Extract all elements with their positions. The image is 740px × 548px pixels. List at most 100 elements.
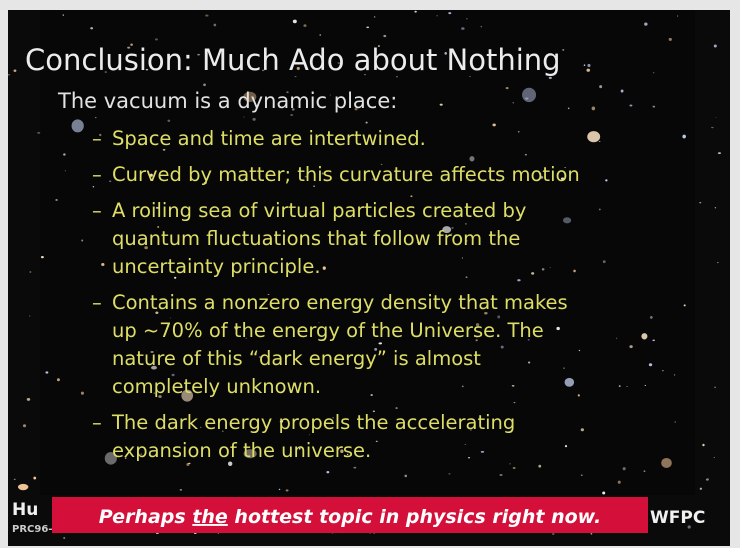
star bbox=[711, 126, 714, 129]
star bbox=[629, 104, 633, 107]
star bbox=[203, 181, 207, 184]
star bbox=[366, 26, 370, 29]
star bbox=[539, 175, 544, 179]
star bbox=[620, 89, 624, 93]
star bbox=[717, 262, 719, 264]
star bbox=[234, 326, 239, 330]
star bbox=[683, 304, 686, 307]
star bbox=[158, 395, 162, 398]
star bbox=[374, 16, 376, 18]
star bbox=[674, 421, 676, 423]
star bbox=[297, 106, 299, 107]
star bbox=[602, 491, 606, 495]
star bbox=[243, 91, 257, 102]
bullet-line: expansion of the universe. bbox=[112, 439, 371, 462]
star bbox=[181, 389, 194, 402]
star bbox=[466, 18, 468, 20]
star bbox=[291, 108, 295, 111]
star bbox=[127, 46, 131, 49]
bullet-line: completely unknown. bbox=[112, 375, 321, 398]
star bbox=[586, 68, 591, 72]
star bbox=[268, 356, 270, 358]
star bbox=[396, 76, 398, 78]
bullet-line: uncertainty principle. bbox=[112, 255, 321, 278]
star bbox=[465, 240, 468, 242]
star bbox=[174, 276, 177, 279]
star bbox=[167, 119, 171, 122]
star bbox=[64, 170, 66, 172]
star bbox=[7, 74, 11, 76]
star bbox=[626, 386, 628, 387]
bullets: – Space and time are intertwined.– Curved … bbox=[92, 127, 580, 462]
star bbox=[353, 466, 357, 469]
star bbox=[171, 373, 175, 377]
star bbox=[40, 255, 44, 259]
star bbox=[563, 307, 565, 309]
star bbox=[205, 14, 209, 17]
star bbox=[451, 226, 454, 230]
star bbox=[293, 384, 296, 387]
bullet-line: up ~70% of the energy of the Universe. T… bbox=[112, 319, 544, 342]
star bbox=[410, 195, 413, 198]
star bbox=[652, 72, 655, 74]
star bbox=[509, 463, 511, 465]
star bbox=[150, 351, 154, 353]
star bbox=[303, 24, 307, 27]
star bbox=[26, 398, 31, 401]
star bbox=[461, 385, 464, 388]
star bbox=[81, 239, 84, 242]
star bbox=[365, 121, 368, 124]
star bbox=[371, 178, 374, 180]
star bbox=[538, 464, 542, 468]
star bbox=[682, 134, 686, 139]
star bbox=[461, 27, 465, 30]
dash: – bbox=[92, 199, 102, 222]
star bbox=[622, 467, 626, 471]
star bbox=[283, 301, 285, 303]
star bbox=[374, 347, 378, 351]
star bbox=[436, 15, 438, 17]
star bbox=[145, 68, 149, 71]
star bbox=[279, 420, 284, 423]
star bbox=[648, 363, 653, 367]
star bbox=[480, 450, 485, 453]
star bbox=[580, 428, 585, 432]
star bbox=[153, 392, 156, 394]
star bbox=[363, 73, 367, 76]
banner-bg bbox=[52, 497, 648, 533]
star bbox=[517, 131, 520, 133]
star bbox=[33, 476, 37, 480]
star bbox=[383, 34, 387, 38]
star bbox=[567, 107, 570, 110]
star bbox=[591, 106, 596, 111]
star bbox=[587, 131, 601, 143]
star bbox=[451, 233, 453, 235]
star bbox=[478, 418, 482, 420]
star bbox=[702, 443, 705, 447]
banner-text: hottest topic in physics right now. bbox=[228, 506, 601, 528]
star bbox=[290, 114, 294, 117]
star bbox=[525, 97, 529, 100]
star bbox=[304, 175, 309, 178]
star bbox=[188, 462, 191, 465]
star bbox=[322, 266, 326, 270]
star bbox=[55, 199, 58, 201]
star bbox=[155, 350, 157, 352]
star bbox=[578, 349, 581, 352]
star bbox=[573, 269, 576, 273]
star bbox=[227, 461, 233, 467]
star bbox=[319, 34, 322, 36]
star bbox=[548, 76, 552, 79]
star bbox=[162, 148, 166, 151]
star bbox=[470, 429, 472, 431]
star bbox=[650, 315, 653, 319]
star bbox=[404, 474, 408, 478]
star bbox=[414, 10, 417, 13]
star bbox=[37, 131, 41, 134]
star bbox=[104, 71, 108, 73]
star bbox=[278, 488, 281, 491]
star bbox=[677, 15, 679, 17]
star bbox=[85, 54, 87, 56]
star bbox=[30, 67, 34, 70]
